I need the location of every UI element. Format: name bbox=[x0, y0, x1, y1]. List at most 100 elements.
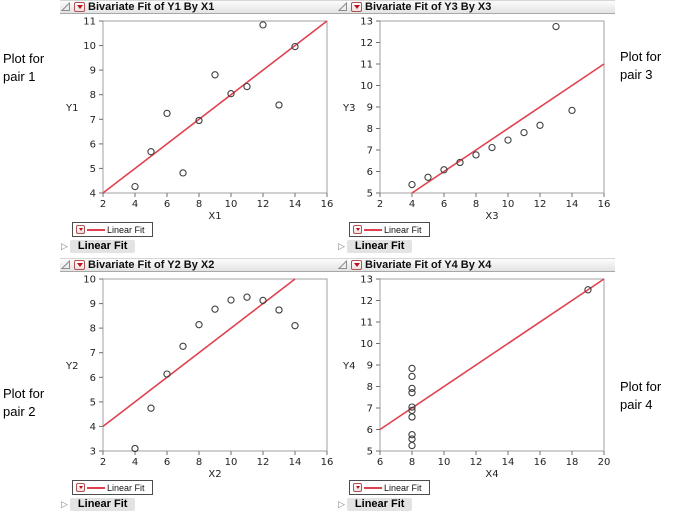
svg-text:8: 8 bbox=[90, 90, 96, 101]
y-axis-title: Y2 bbox=[65, 361, 78, 372]
svg-text:8: 8 bbox=[367, 382, 373, 393]
data-points[interactable] bbox=[408, 286, 592, 450]
legend-label: Linear Fit bbox=[107, 482, 145, 493]
svg-text:2: 2 bbox=[377, 199, 383, 210]
red-triangle-icon bbox=[353, 263, 360, 267]
collapse-triangle-icon[interactable] bbox=[338, 260, 348, 270]
y-axis-ticks: 3 4 5 6 7 8 9 10 bbox=[83, 275, 103, 458]
svg-text:11: 11 bbox=[360, 60, 373, 71]
panel-title: Bivariate Fit of Y2 By X2 bbox=[88, 259, 215, 271]
linear-fit-menu-button[interactable] bbox=[353, 483, 362, 492]
regression-fit-line bbox=[411, 63, 605, 194]
x-axis-title: X2 bbox=[208, 469, 221, 479]
linear-fit-node-label[interactable]: Linear Fit bbox=[69, 498, 136, 511]
linear-fit-node-label[interactable]: Linear Fit bbox=[69, 240, 136, 253]
data-points[interactable] bbox=[131, 21, 299, 191]
linear-fit-menu-button[interactable] bbox=[76, 225, 85, 234]
svg-text:6: 6 bbox=[367, 167, 373, 178]
linear-fit-node: ▷ Linear Fit bbox=[61, 498, 136, 511]
red-triangle-menu-button[interactable] bbox=[74, 2, 85, 12]
data-points[interactable] bbox=[131, 293, 299, 453]
collapse-triangle-icon[interactable] bbox=[61, 2, 71, 12]
linear-fit-menu-button[interactable] bbox=[76, 483, 85, 492]
y-axis-title: Y3 bbox=[342, 103, 355, 114]
svg-text:8: 8 bbox=[409, 457, 415, 468]
disclosure-triangle-icon[interactable]: ▷ bbox=[61, 241, 68, 251]
svg-text:13: 13 bbox=[360, 275, 373, 286]
margin-label-pair-4: Plot for pair 4 bbox=[620, 379, 662, 412]
legend-label: Linear Fit bbox=[107, 224, 145, 235]
margin-label-pair-1: Plot for pair 1 bbox=[3, 51, 45, 84]
svg-text:5: 5 bbox=[367, 189, 373, 200]
collapse-triangle-icon[interactable] bbox=[338, 2, 348, 12]
bivariate-panel-3: Bivariate Fit of Y2 By X2 3 4 5 6 7 8 9 10 2 4 6 8 1… bbox=[60, 258, 338, 514]
svg-text:6: 6 bbox=[441, 199, 447, 210]
svg-text:12: 12 bbox=[257, 457, 270, 468]
fit-line-swatch bbox=[364, 486, 382, 489]
svg-text:14: 14 bbox=[502, 457, 515, 468]
svg-text:16: 16 bbox=[321, 457, 334, 468]
disclosure-triangle-icon[interactable]: ▷ bbox=[338, 241, 345, 251]
y-axis-ticks: 5 6 7 8 9 10 11 12 13 bbox=[360, 275, 380, 458]
svg-text:6: 6 bbox=[164, 199, 170, 210]
y-axis-ticks: 4 5 6 7 8 9 10 11 bbox=[83, 17, 103, 200]
svg-text:16: 16 bbox=[321, 199, 334, 210]
x-axis-title: X1 bbox=[208, 211, 221, 221]
svg-text:10: 10 bbox=[225, 199, 238, 210]
svg-text:8: 8 bbox=[367, 124, 373, 135]
svg-text:12: 12 bbox=[534, 199, 547, 210]
bivariate-panel-4: Bivariate Fit of Y4 By X4 5 6 7 8 9 10 11 12 13 6… bbox=[337, 258, 615, 514]
legend-label: Linear Fit bbox=[384, 224, 422, 235]
red-triangle-menu-button[interactable] bbox=[351, 260, 362, 270]
disclosure-triangle-icon[interactable]: ▷ bbox=[338, 499, 345, 509]
svg-text:7: 7 bbox=[367, 404, 373, 415]
svg-text:16: 16 bbox=[598, 199, 611, 210]
svg-text:2: 2 bbox=[100, 199, 106, 210]
svg-text:14: 14 bbox=[566, 199, 579, 210]
svg-text:8: 8 bbox=[196, 199, 202, 210]
panel-title: Bivariate Fit of Y4 By X4 bbox=[365, 259, 492, 271]
collapse-triangle-icon[interactable] bbox=[61, 260, 71, 270]
disclosure-triangle-icon[interactable]: ▷ bbox=[61, 499, 68, 509]
panel-title: Bivariate Fit of Y1 By X1 bbox=[88, 1, 215, 13]
panel-titlebar: Bivariate Fit of Y1 By X1 bbox=[60, 0, 338, 14]
data-points[interactable] bbox=[408, 22, 576, 189]
linear-fit-node: ▷ Linear Fit bbox=[61, 240, 136, 253]
linear-fit-node-label[interactable]: Linear Fit bbox=[346, 498, 413, 511]
margin-label-pair-3: Plot for pair 3 bbox=[620, 49, 662, 82]
svg-text:10: 10 bbox=[83, 41, 96, 52]
svg-text:10: 10 bbox=[83, 275, 96, 286]
red-triangle-menu-button[interactable] bbox=[351, 2, 362, 12]
x-axis-ticks: 2 4 6 8 10 12 14 16 bbox=[100, 451, 334, 468]
panel-titlebar: Bivariate Fit of Y3 By X3 bbox=[337, 0, 615, 14]
svg-text:10: 10 bbox=[225, 457, 238, 468]
red-triangle-icon bbox=[355, 228, 360, 231]
linear-fit-menu-button[interactable] bbox=[353, 225, 362, 234]
svg-text:14: 14 bbox=[289, 457, 302, 468]
red-triangle-icon bbox=[76, 5, 83, 9]
svg-text:12: 12 bbox=[470, 457, 483, 468]
svg-text:20: 20 bbox=[598, 457, 611, 468]
panel-titlebar: Bivariate Fit of Y4 By X4 bbox=[337, 258, 615, 272]
svg-text:5: 5 bbox=[90, 164, 96, 175]
fit-legend-box: Linear Fit bbox=[349, 480, 430, 495]
linear-fit-node: ▷ Linear Fit bbox=[338, 498, 413, 511]
svg-text:5: 5 bbox=[90, 397, 96, 408]
regression-fit-line bbox=[102, 20, 328, 194]
svg-text:9: 9 bbox=[367, 103, 373, 114]
linear-fit-node-label[interactable]: Linear Fit bbox=[346, 240, 413, 253]
svg-text:4: 4 bbox=[90, 189, 96, 200]
red-triangle-menu-button[interactable] bbox=[74, 260, 85, 270]
fit-legend-box: Linear Fit bbox=[349, 222, 430, 237]
legend-label: Linear Fit bbox=[384, 482, 422, 493]
y-axis-title: Y4 bbox=[342, 361, 355, 372]
red-triangle-icon bbox=[76, 263, 83, 267]
y-axis-title: Y1 bbox=[65, 103, 78, 114]
svg-text:8: 8 bbox=[90, 324, 96, 335]
svg-text:9: 9 bbox=[90, 66, 96, 77]
svg-text:4: 4 bbox=[90, 422, 96, 433]
red-triangle-icon bbox=[353, 5, 360, 9]
